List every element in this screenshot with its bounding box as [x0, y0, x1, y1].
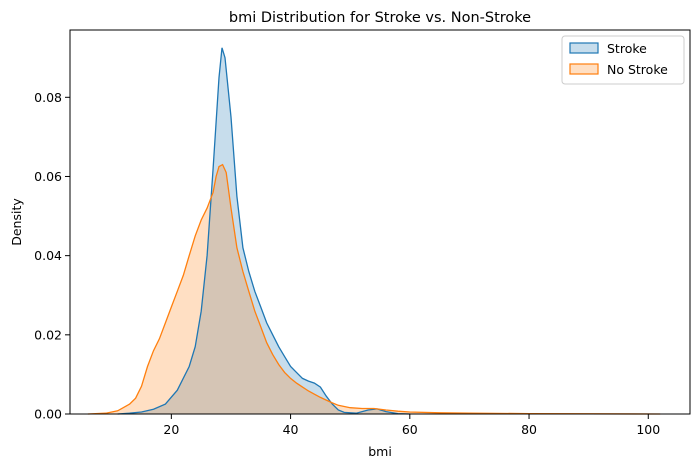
plot-frame	[69, 29, 691, 415]
x-tick-label: 60	[402, 422, 418, 437]
axes: 20 40 60 80 100 0.00 0.02 0.04 0.06 0.08	[34, 90, 660, 437]
x-tick-label: 20	[163, 422, 179, 437]
chart-title: bmi Distribution for Stroke vs. Non-Stro…	[229, 10, 531, 26]
legend-label-no-stroke: No Stroke	[607, 62, 668, 77]
y-tick-label: 0.04	[34, 248, 62, 263]
legend-swatch-stroke	[569, 42, 599, 54]
series-no-stroke-area	[87, 164, 661, 414]
y-tick-label: 0.06	[34, 169, 62, 184]
plot-area	[87, 47, 661, 415]
y-tick-label: 0.02	[34, 327, 62, 342]
legend-box	[561, 35, 685, 85]
x-tick-label: 100	[636, 422, 660, 437]
legend-swatch-no-stroke	[569, 63, 599, 75]
y-axis-label: Density	[9, 198, 24, 246]
legend: Stroke No Stroke	[561, 35, 685, 85]
legend-label-stroke: Stroke	[607, 41, 647, 56]
series-stroke-area	[117, 47, 410, 415]
series-no-stroke-line	[87, 163, 661, 415]
x-tick-label: 40	[283, 422, 299, 437]
y-tick-label: 0.08	[34, 90, 62, 105]
series-stroke-line	[117, 47, 410, 415]
x-axis-label: bmi	[368, 444, 392, 459]
y-tick-label: 0.00	[34, 407, 62, 422]
x-tick-label: 80	[521, 422, 537, 437]
